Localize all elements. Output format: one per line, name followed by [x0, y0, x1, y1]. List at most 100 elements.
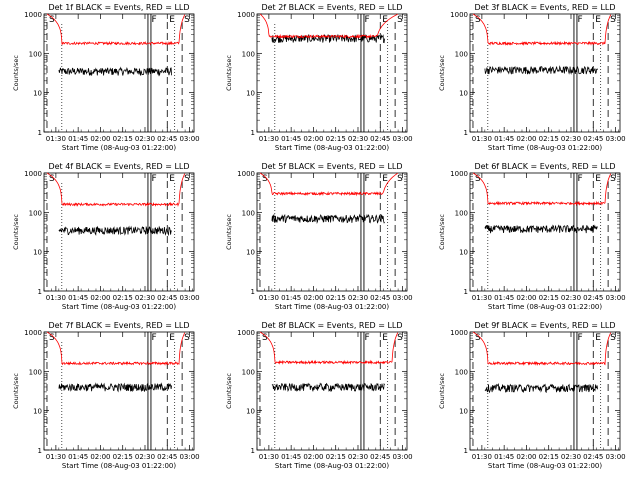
x-tick-label: 03:00	[392, 453, 412, 461]
y-tick-label: 100	[242, 368, 255, 376]
x-tick-label: 01:45	[68, 453, 88, 461]
x-tick-label: 02:45	[370, 453, 390, 461]
marker-label: F	[577, 174, 582, 184]
x-tick-label: 02:30	[561, 453, 581, 461]
series-events	[58, 66, 172, 77]
marker-label: S	[610, 333, 616, 343]
x-tick-label: 01:30	[472, 453, 492, 461]
x-tick-label: 03:00	[392, 135, 412, 143]
x-axis-label: Start Time (08-Aug-03 01:22:00)	[275, 144, 389, 152]
x-tick-label: 02:45	[370, 294, 390, 302]
y-axis-label: Counts/sec	[438, 55, 446, 91]
x-tick-label: 03:00	[605, 294, 625, 302]
x-tick-label: 01:45	[494, 135, 514, 143]
series-lld	[472, 13, 612, 46]
x-tick-label: 02:15	[539, 294, 559, 302]
x-tick-label: 02:00	[90, 294, 110, 302]
x-tick-label: 02:15	[326, 294, 346, 302]
x-tick-label: 02:15	[113, 135, 133, 143]
x-tick-label: 01:45	[281, 453, 301, 461]
marker-label: F	[364, 15, 369, 25]
y-tick-label: 10	[246, 90, 255, 98]
x-tick-label: 03:00	[605, 135, 625, 143]
marker-label: F	[577, 15, 582, 25]
y-tick-label: 1	[38, 447, 42, 455]
x-tick-label: 02:30	[561, 135, 581, 143]
x-tick-label: 03:00	[392, 294, 412, 302]
x-tick-label: 01:30	[259, 453, 279, 461]
y-axis-label: Counts/sec	[12, 214, 20, 250]
x-axis-label: Start Time (08-Aug-03 01:22:00)	[488, 303, 602, 311]
y-axis-label: Counts/sec	[12, 373, 20, 409]
marker-label: S	[610, 15, 616, 25]
x-tick-label: 02:15	[539, 453, 559, 461]
panel-title: Det 1f BLACK = Events, RED = LLD	[48, 3, 189, 12]
series-lld	[472, 172, 612, 206]
y-axis-label: Counts/sec	[225, 55, 233, 91]
marker-label: S	[49, 15, 55, 25]
x-tick-label: 01:45	[68, 294, 88, 302]
x-tick-label: 02:15	[113, 294, 133, 302]
panel-det-4f: Det 4f BLACK = Events, RED = LLD 1 10 100 10…	[12, 162, 200, 311]
x-tick-label: 01:30	[259, 135, 279, 143]
x-tick-label: 02:00	[303, 294, 323, 302]
y-tick-label: 100	[29, 368, 42, 376]
y-tick-label: 100	[29, 50, 42, 58]
x-tick-label: 02:15	[326, 453, 346, 461]
marker-label: E	[382, 333, 388, 343]
x-axis-label: Start Time (08-Aug-03 01:22:00)	[62, 144, 176, 152]
panel-det-1f: Det 1f BLACK = Events, RED = LLD 1 10 100 10…	[12, 3, 200, 152]
x-tick-label: 01:30	[259, 294, 279, 302]
series-lld	[46, 13, 186, 46]
marker-label: S	[49, 333, 55, 343]
x-tick-label: 01:30	[46, 453, 66, 461]
marker-label: S	[397, 333, 403, 343]
y-tick-label: 1000	[24, 11, 42, 19]
y-tick-label: 1	[38, 288, 42, 296]
panel-det-8f: Det 8f BLACK = Events, RED = LLD 1 10 100 10…	[225, 321, 413, 470]
x-tick-label: 01:45	[68, 135, 88, 143]
y-tick-label: 10	[459, 249, 468, 257]
x-axis-label: Start Time (08-Aug-03 01:22:00)	[62, 303, 176, 311]
x-tick-label: 01:30	[46, 135, 66, 143]
y-tick-label: 1	[464, 288, 468, 296]
panel-title: Det 7f BLACK = Events, RED = LLD	[48, 321, 189, 330]
x-tick-label: 02:30	[135, 294, 155, 302]
y-tick-label: 1	[464, 129, 468, 137]
x-tick-label: 01:30	[472, 135, 492, 143]
x-tick-label: 02:30	[348, 453, 368, 461]
x-axis-label: Start Time (08-Aug-03 01:22:00)	[488, 144, 602, 152]
x-tick-label: 02:30	[348, 294, 368, 302]
y-tick-label: 1	[464, 447, 468, 455]
y-tick-label: 100	[455, 368, 468, 376]
marker-label: S	[184, 333, 190, 343]
marker-label: S	[49, 174, 55, 184]
y-tick-label: 1	[251, 129, 255, 137]
x-tick-label: 02:30	[348, 135, 368, 143]
series-events	[484, 65, 598, 75]
plot-frame	[469, 13, 621, 133]
x-tick-label: 01:45	[281, 135, 301, 143]
series-events	[58, 382, 172, 393]
plot-frame	[469, 331, 621, 451]
panel-title: Det 9f BLACK = Events, RED = LLD	[474, 321, 615, 330]
x-tick-label: 02:30	[135, 135, 155, 143]
marker-label: F	[151, 333, 156, 343]
marker-label: E	[382, 174, 388, 184]
y-tick-label: 100	[29, 209, 42, 217]
panel-title: Det 5f BLACK = Events, RED = LLD	[261, 162, 402, 171]
panel-title: Det 8f BLACK = Events, RED = LLD	[261, 321, 402, 330]
series-events	[271, 213, 385, 224]
x-tick-label: 02:30	[561, 294, 581, 302]
y-tick-label: 10	[246, 408, 255, 416]
marker-label: S	[262, 174, 268, 184]
panel-title: Det 3f BLACK = Events, RED = LLD	[474, 3, 615, 12]
marker-label: S	[610, 174, 616, 184]
series-events	[484, 224, 598, 234]
marker-label: E	[169, 174, 175, 184]
y-tick-label: 1	[251, 447, 255, 455]
y-tick-label: 10	[459, 90, 468, 98]
x-tick-label: 02:00	[90, 135, 110, 143]
y-tick-label: 10	[33, 249, 42, 257]
